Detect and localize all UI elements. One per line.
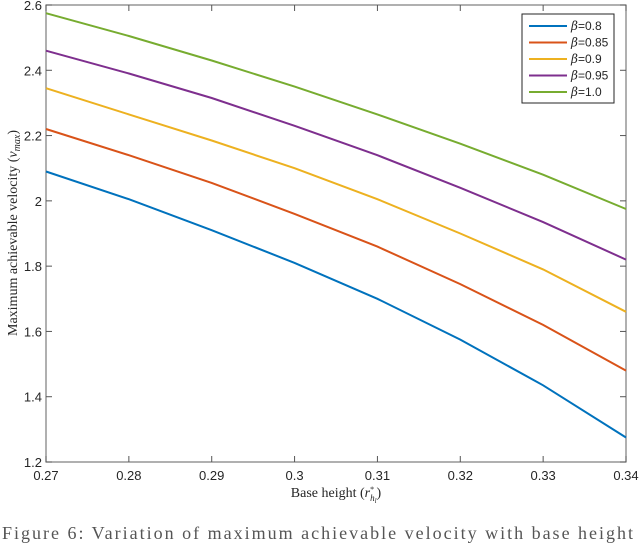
- x-tick-label: 0.31: [365, 468, 390, 483]
- legend-label: β=0.95: [570, 69, 609, 83]
- y-axis-title: Maximum achievable velocity (vmax): [6, 130, 23, 336]
- x-tick-label: 0.33: [530, 468, 555, 483]
- series-line: [45, 49, 627, 261]
- x-tick-label: 0.27: [33, 468, 58, 483]
- series-line: [45, 87, 627, 313]
- x-axis-title: Base height (r* hl): [291, 485, 382, 505]
- x-tick-label: 0.28: [116, 468, 141, 483]
- y-tick-label: 1.6: [24, 324, 42, 339]
- y-tick-label: 2: [35, 194, 42, 209]
- y-tick-label: 1.2: [24, 455, 42, 470]
- y-tick-label: 2.4: [24, 63, 42, 78]
- x-tick-label: 0.34: [613, 468, 638, 483]
- series-line: [45, 170, 627, 439]
- y-tick-label: 2.6: [24, 0, 42, 13]
- legend-label: β=0.8: [570, 19, 602, 33]
- y-tick-label: 1.4: [24, 390, 42, 405]
- axes: 0.27 0.28 0.29 0.3 0.31 0.32 0.33 0.34 1.2 1.4 1.6…: [24, 0, 639, 483]
- x-tick-label: 0.32: [448, 468, 473, 483]
- series-layer: [45, 12, 627, 439]
- legend: β=0.8 β=0.85 β=0.9 β=0.95 β=1.0: [521, 13, 615, 104]
- legend-label: β=0.9: [570, 52, 602, 66]
- legend-label: β=1.0: [570, 85, 602, 99]
- series-line: [45, 128, 627, 372]
- y-tick-label: 2.2: [24, 129, 42, 144]
- x-tick-label: 0.29: [199, 468, 224, 483]
- legend-label: β=0.85: [570, 36, 609, 50]
- series-line: [45, 12, 627, 210]
- x-tick-label: 0.3: [286, 468, 304, 483]
- y-tick-label: 1.8: [24, 259, 42, 274]
